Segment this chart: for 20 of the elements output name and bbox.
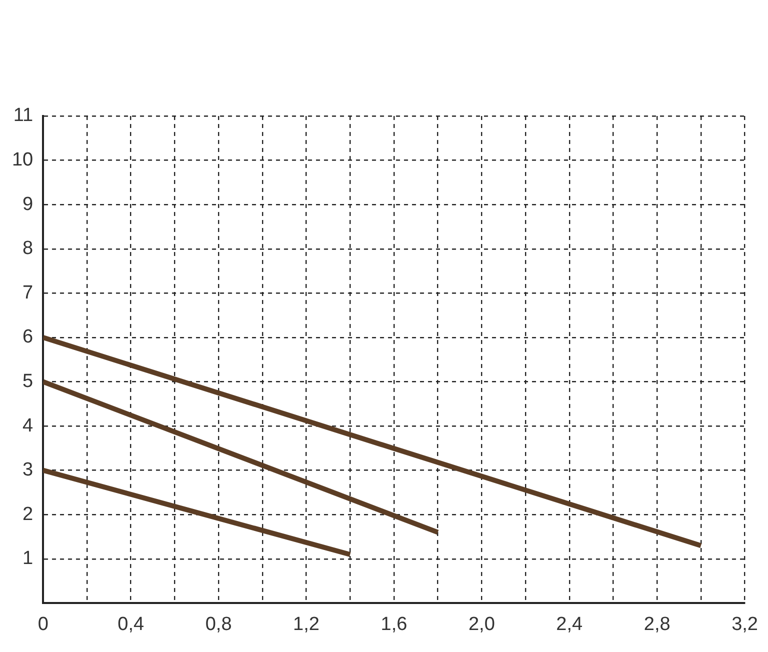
- y-tick-label: 8: [22, 238, 34, 260]
- x-tick-label: 0,8: [205, 614, 232, 635]
- x-tick-label: 3,2: [732, 614, 758, 635]
- x-tick-label: 0,4: [118, 614, 144, 635]
- y-tick-label: 7: [22, 282, 34, 304]
- y-tick-label: 2: [22, 504, 34, 525]
- y-tick-label: 11: [13, 105, 34, 126]
- x-tick-label: 1,6: [380, 614, 408, 635]
- y-tick-label: 4: [22, 415, 34, 436]
- x-tick-label: 2,8: [644, 614, 670, 635]
- y-tick-label: 6: [22, 326, 34, 348]
- x-tick-label: 2,4: [556, 614, 584, 635]
- y-tick-label: 3: [22, 460, 34, 481]
- x-tick-label: 1,2: [293, 614, 320, 635]
- y-tick-label: 1: [22, 548, 34, 570]
- y-tick-label: 10: [12, 150, 34, 171]
- x-tick-label: 2,0: [468, 614, 495, 635]
- y-tick-label: 9: [22, 194, 34, 215]
- y-tick-label: 5: [22, 370, 34, 392]
- x-tick-label: 0: [38, 614, 48, 635]
